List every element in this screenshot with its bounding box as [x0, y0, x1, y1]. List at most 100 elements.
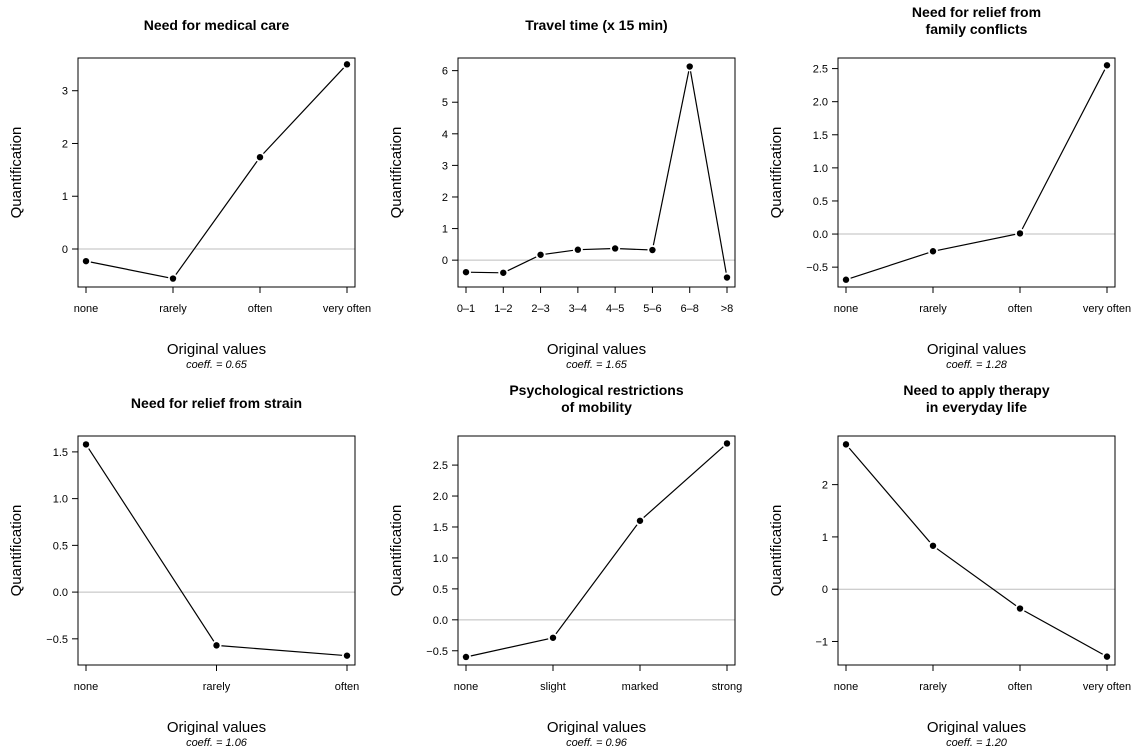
data-point [1016, 605, 1024, 612]
data-point [169, 275, 177, 282]
panel-4: Need for relief from strain −0.5 0.0 0.5 1.0… [8, 395, 359, 749]
data-point [537, 251, 544, 258]
y-tick-label: 1.5 [433, 522, 448, 534]
chart-title: Need for medical care [144, 17, 290, 33]
x-axis-label: Original values [167, 719, 266, 736]
y-tick-label: −0.5 [46, 634, 68, 646]
data-point [1103, 62, 1111, 69]
coefficient-label: coeff. = [566, 737, 605, 749]
data-point [929, 248, 937, 255]
series-line [845, 65, 1108, 281]
x-tick-label: often [1008, 681, 1032, 693]
y-tick-label: 1.0 [53, 494, 68, 506]
x-tick-label: 5–6 [643, 303, 661, 315]
data-point [549, 634, 557, 641]
plot-frame [837, 435, 1116, 666]
chart-title: Need to apply therapy [903, 382, 1049, 398]
data-point [649, 246, 656, 254]
x-tick-label: rarely [919, 303, 947, 315]
data-point [82, 441, 90, 448]
y-tick-label: 2.0 [433, 491, 448, 503]
data-point [343, 652, 351, 659]
coefficient-value: 1.65 [606, 359, 628, 371]
x-tick-label: rarely [203, 681, 231, 693]
x-tick-label: very often [1083, 303, 1131, 315]
y-tick-label: 0 [822, 584, 828, 596]
x-axis-label: Original values [927, 341, 1026, 358]
panel-2: Travel time (x 15 min) 0 1 2 3 4 5 6 0–1 1–2 2–3 3–… [388, 17, 736, 371]
y-tick-label: 2.0 [813, 97, 828, 109]
coefficient-label: coeff. = [946, 737, 985, 749]
chart-title: of mobility [561, 399, 632, 415]
y-tick-label: 2.5 [813, 64, 828, 76]
x-tick-label: very often [1083, 681, 1131, 693]
coefficient-note: coeff. = 1.28 [946, 359, 1008, 371]
x-axis-label: Original values [547, 719, 646, 736]
x-tick-label: often [1008, 303, 1032, 315]
y-tick-label: 2 [62, 138, 68, 150]
data-point [462, 653, 470, 661]
coefficient-note: coeff. = 0.65 [186, 359, 248, 371]
coefficient-note: coeff. = 1.65 [566, 359, 628, 371]
data-point [686, 63, 693, 70]
panel-1: Need for medical care 0 1 2 3 none rarely often… [8, 17, 371, 371]
x-tick-label: marked [622, 681, 659, 693]
data-point [213, 642, 220, 649]
x-tick-label: 4–5 [606, 303, 624, 315]
coefficient-note: coeff. = 1.06 [186, 737, 248, 749]
y-tick-label: 1.5 [813, 130, 828, 142]
chart-title: Psychological restrictions [509, 382, 683, 398]
y-axis-label: Quantification [388, 505, 405, 597]
coefficient-value: 1.06 [226, 737, 248, 749]
plot-frame [457, 57, 736, 288]
data-point [636, 517, 644, 524]
x-tick-label: none [834, 681, 858, 693]
y-tick-label: 1.5 [53, 447, 68, 459]
y-tick-label: 0.5 [433, 584, 448, 596]
coefficient-label: coeff. = [946, 359, 985, 371]
y-tick-label: 0.5 [813, 196, 828, 208]
x-tick-label: slight [540, 681, 566, 693]
series-line [845, 444, 1108, 658]
data-point [842, 441, 850, 448]
y-tick-label: −0.5 [806, 262, 828, 274]
data-point [611, 245, 619, 252]
y-tick-label: 4 [442, 129, 448, 141]
x-tick-label: 2–3 [531, 303, 549, 315]
y-tick-label: 2 [442, 192, 448, 204]
y-tick-label: 6 [442, 66, 448, 78]
x-tick-label: >8 [721, 303, 734, 315]
y-axis-label: Quantification [768, 505, 785, 597]
y-tick-label: 0.5 [53, 540, 68, 552]
y-tick-label: 1 [822, 532, 828, 544]
x-axis-label: Original values [547, 341, 646, 358]
y-tick-label: 0 [62, 244, 68, 256]
series-line [85, 63, 348, 280]
x-tick-label: 3–4 [569, 303, 587, 315]
y-tick-label: −1 [815, 636, 828, 648]
y-tick-label: 2 [822, 480, 828, 492]
y-tick-label: −0.5 [426, 646, 448, 658]
y-tick-label: 1.0 [813, 163, 828, 175]
y-tick-label: 1 [442, 224, 448, 236]
plot-frame [457, 435, 736, 666]
series-line [465, 66, 728, 278]
x-tick-label: often [335, 681, 359, 693]
plot-frame [837, 57, 1116, 288]
series-line [465, 442, 728, 658]
coefficient-value: 1.20 [986, 737, 1008, 749]
data-point [929, 542, 937, 549]
data-point [500, 269, 507, 276]
x-tick-label: 1–2 [494, 303, 512, 315]
data-point [723, 440, 731, 447]
y-tick-label: 1 [62, 191, 68, 203]
chart-title: in everyday life [926, 399, 1027, 415]
x-tick-label: none [454, 681, 478, 693]
plot-frame [77, 57, 356, 288]
y-tick-label: 5 [442, 97, 448, 109]
coefficient-note: coeff. = 1.20 [946, 737, 1008, 749]
y-axis-label: Quantification [8, 505, 25, 597]
data-point [1103, 653, 1111, 660]
